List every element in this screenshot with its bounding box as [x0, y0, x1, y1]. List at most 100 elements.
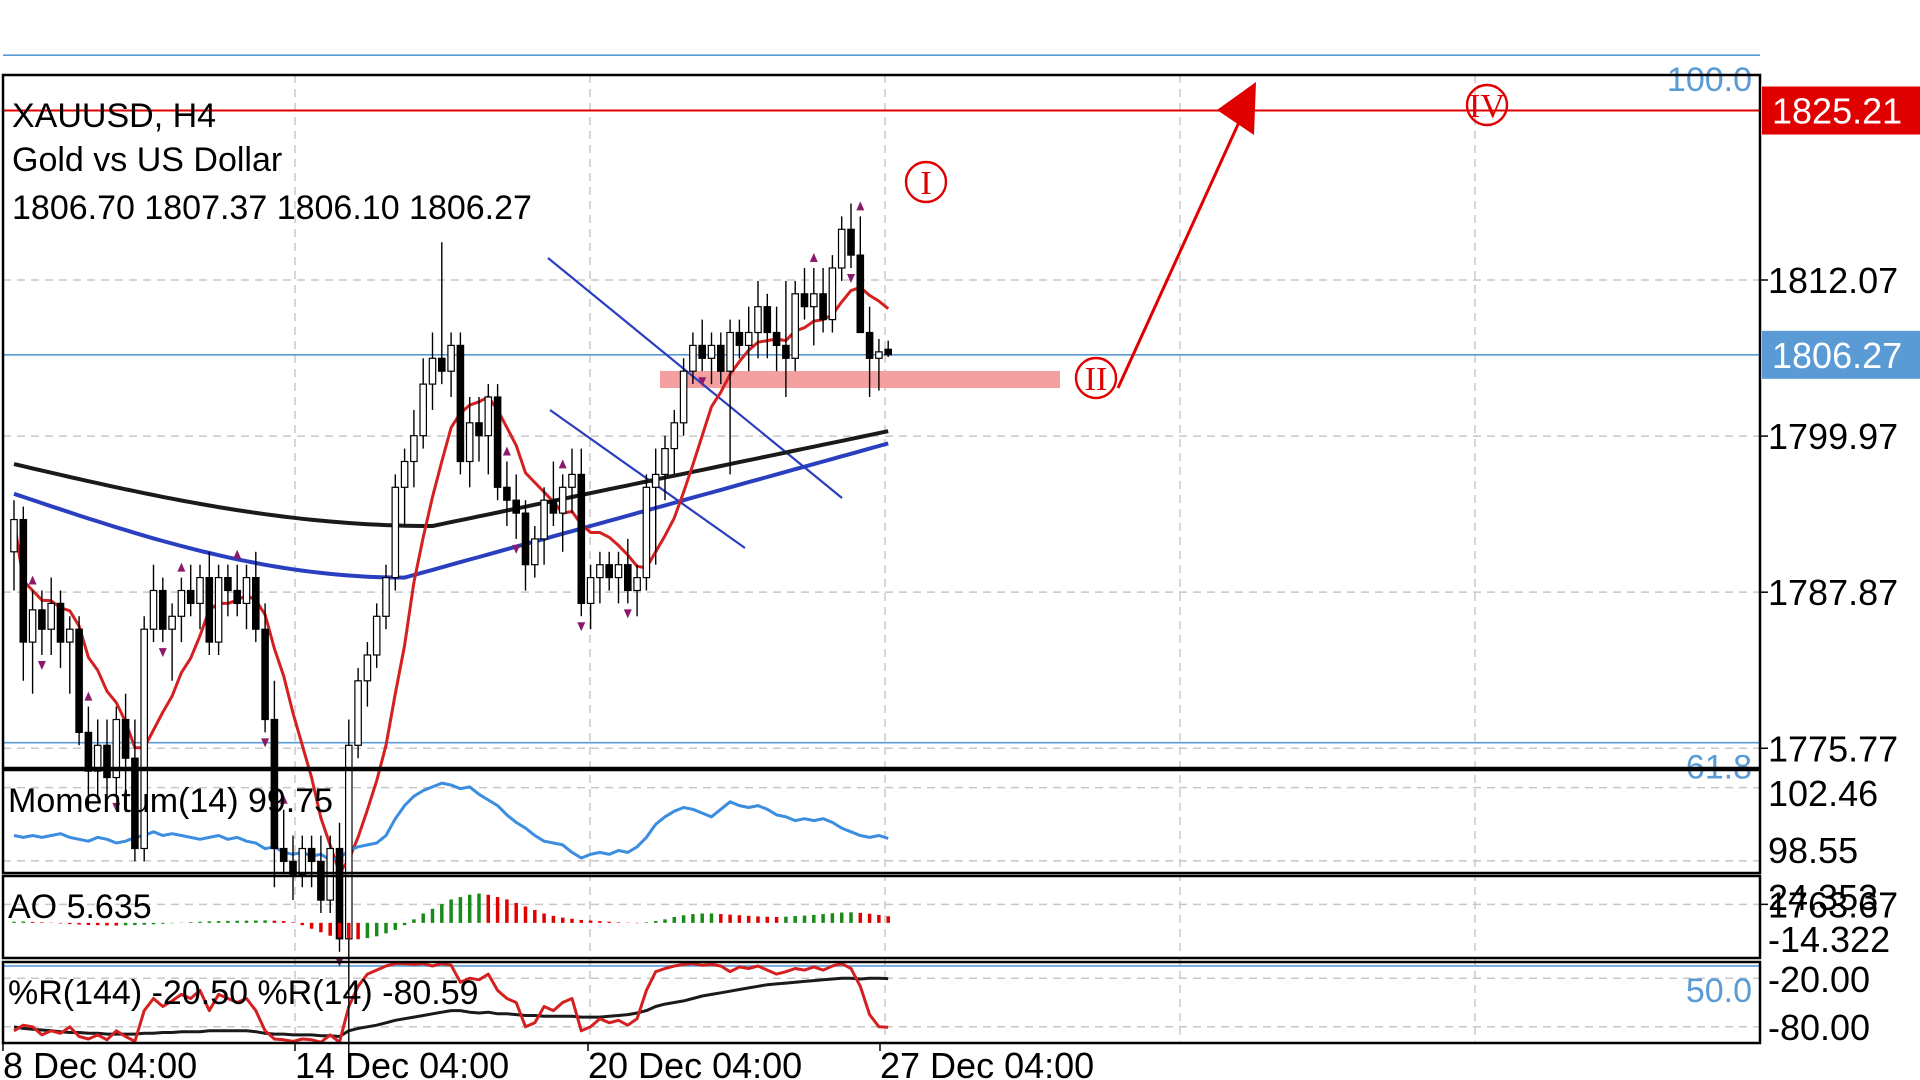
- fractal-up: [856, 201, 865, 211]
- candle-body: [382, 577, 390, 617]
- candle-body: [623, 564, 632, 592]
- time-tick-label: 27 Dec 04:00: [880, 1045, 1094, 1080]
- candle-body: [754, 306, 762, 334]
- candle-body: [363, 654, 372, 682]
- fractal-down: [698, 377, 707, 387]
- candle-body: [670, 422, 679, 450]
- candle-body: [186, 589, 195, 605]
- candle-body: [131, 757, 139, 850]
- candle-body: [744, 331, 753, 347]
- fractal-down: [37, 661, 46, 671]
- indicator-tick-label: -80.00: [1768, 1007, 1870, 1048]
- moving-average-red: [12, 285, 890, 875]
- indicator-tick-label: 24.353: [1768, 877, 1878, 918]
- candle-body: [196, 577, 204, 605]
- pane-frames: [1, 73, 1762, 1045]
- momentum-label: Momentum(14) 99.75: [8, 782, 333, 820]
- fractal-down: [261, 738, 270, 748]
- pane-frame: [1, 768, 1762, 875]
- resistance-price-badge: [1762, 86, 1920, 135]
- candle-body: [521, 512, 530, 566]
- fractal-up: [177, 562, 186, 572]
- fractal-down: [158, 648, 167, 658]
- wave-label: IV: [1469, 88, 1505, 125]
- candle-body: [847, 228, 855, 256]
- indicator-panes: [12, 893, 890, 940]
- candle-body: [633, 577, 641, 592]
- candle-body: [596, 564, 604, 579]
- candle-body: [782, 344, 790, 359]
- indicator-labels: Momentum(14) 99.75 AO 5.635 %R(144) -20.…: [8, 782, 479, 1012]
- candle-body: [549, 499, 558, 514]
- wpr-label: %R(144) -20.50 %R(14) -80.59: [8, 974, 479, 1012]
- channel-lower-line: [549, 409, 746, 549]
- fractal-up: [84, 691, 93, 701]
- candle-body: [865, 331, 874, 359]
- pane-frame: [1, 73, 1762, 770]
- ohlc-values: 1806.70 1807.37 1806.10 1806.27: [12, 189, 532, 227]
- fractal-up: [279, 794, 288, 804]
- candle-body: [38, 609, 46, 630]
- candle-body: [168, 615, 176, 630]
- ao-label: AO 5.635: [8, 888, 152, 926]
- projection-arrow-line: [1116, 119, 1242, 389]
- candle-body: [791, 293, 800, 359]
- candle-body: [400, 460, 409, 488]
- candle-body: [121, 718, 130, 759]
- fractal-down: [112, 802, 121, 812]
- candle-body: [298, 847, 307, 875]
- candle-body: [317, 860, 325, 901]
- candle-body: [577, 473, 586, 605]
- candle-body: [837, 228, 846, 269]
- candle-body: [530, 538, 539, 566]
- grid-lines: [3, 75, 1760, 1043]
- candle-body: [614, 564, 623, 579]
- candle-body: [224, 577, 232, 592]
- candle-body: [242, 577, 251, 605]
- wave-label: I: [920, 165, 931, 202]
- candle-body: [354, 680, 362, 746]
- candle-body: [698, 344, 707, 359]
- candle-body: [252, 577, 260, 630]
- candle-body: [605, 564, 614, 579]
- candle-body: [512, 499, 521, 514]
- wpr14-line: [13, 962, 889, 1044]
- wave-label: II: [1085, 361, 1108, 398]
- candle-body: [84, 731, 93, 772]
- indicator-tick-label: 98.55: [1768, 830, 1858, 871]
- candle-body: [679, 370, 688, 424]
- time-tick-label: 8 Dec 04:00: [3, 1045, 197, 1080]
- candle-body: [19, 518, 28, 643]
- candle-body: [279, 847, 288, 863]
- candle-body: [651, 473, 660, 488]
- candle-body: [159, 589, 167, 630]
- candle-body: [447, 344, 455, 372]
- candle-body: [410, 435, 418, 463]
- candle-body: [75, 628, 83, 734]
- candle-body: [214, 577, 223, 643]
- price-tick-label: 1763.67: [1768, 884, 1898, 925]
- moving-average-black: [13, 429, 889, 528]
- fractal-up: [502, 446, 511, 456]
- candle-body: [205, 577, 214, 643]
- candle-body: [149, 589, 158, 630]
- candle-body: [112, 718, 121, 779]
- candle-body: [484, 396, 493, 437]
- candle-body: [103, 744, 111, 779]
- candle-body: [819, 293, 827, 321]
- candle-body: [345, 744, 353, 940]
- candle-body: [233, 589, 242, 605]
- candle-body: [475, 422, 483, 437]
- candle-body: [56, 602, 65, 643]
- wave-label-circle: [1074, 356, 1118, 400]
- projection-arrow-head: [1217, 82, 1256, 135]
- fractal-up: [28, 575, 37, 585]
- symbol-timeframe: XAUUSD, H4: [12, 97, 216, 135]
- channel-upper-line: [547, 257, 843, 499]
- candle-body: [800, 293, 809, 308]
- candle-body: [772, 331, 781, 347]
- candle-body: [289, 860, 297, 875]
- candle-body: [586, 577, 595, 605]
